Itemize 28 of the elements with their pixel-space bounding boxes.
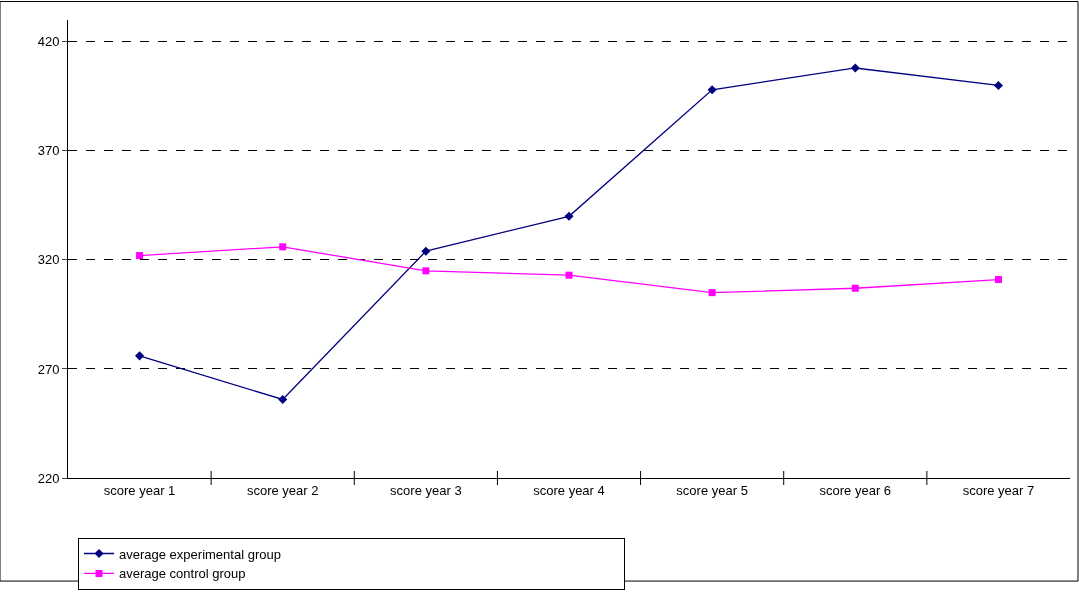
point xyxy=(565,271,573,279)
x-tick-label: score year 5 xyxy=(676,482,748,498)
y-tick-label: 370 xyxy=(37,143,60,159)
point xyxy=(850,63,860,73)
point xyxy=(278,394,288,405)
x-tick-label: score year 7 xyxy=(962,482,1035,498)
x-tick-label: score year 4 xyxy=(533,482,605,498)
point xyxy=(564,211,574,221)
y-tick-label: 270 xyxy=(37,361,60,377)
point xyxy=(421,246,431,256)
point xyxy=(994,276,1002,284)
point xyxy=(136,252,144,260)
x-tick-label: score year 2 xyxy=(246,482,319,498)
legend-label: average control group xyxy=(119,566,246,582)
x-tick-label: score year 1 xyxy=(103,482,176,498)
point xyxy=(135,351,145,361)
point xyxy=(279,243,287,251)
point xyxy=(993,80,1003,90)
x-tick-label: score year 3 xyxy=(390,482,462,498)
y-tick-label: 220 xyxy=(37,470,60,486)
point xyxy=(707,85,717,95)
point xyxy=(851,284,859,292)
point xyxy=(422,267,430,275)
point xyxy=(708,289,716,297)
y-tick-label: 320 xyxy=(37,252,60,268)
x-tick-label: score year 6 xyxy=(819,482,892,498)
y-tick-label: 420 xyxy=(37,34,60,50)
legend-label: average experimental group xyxy=(119,546,281,562)
